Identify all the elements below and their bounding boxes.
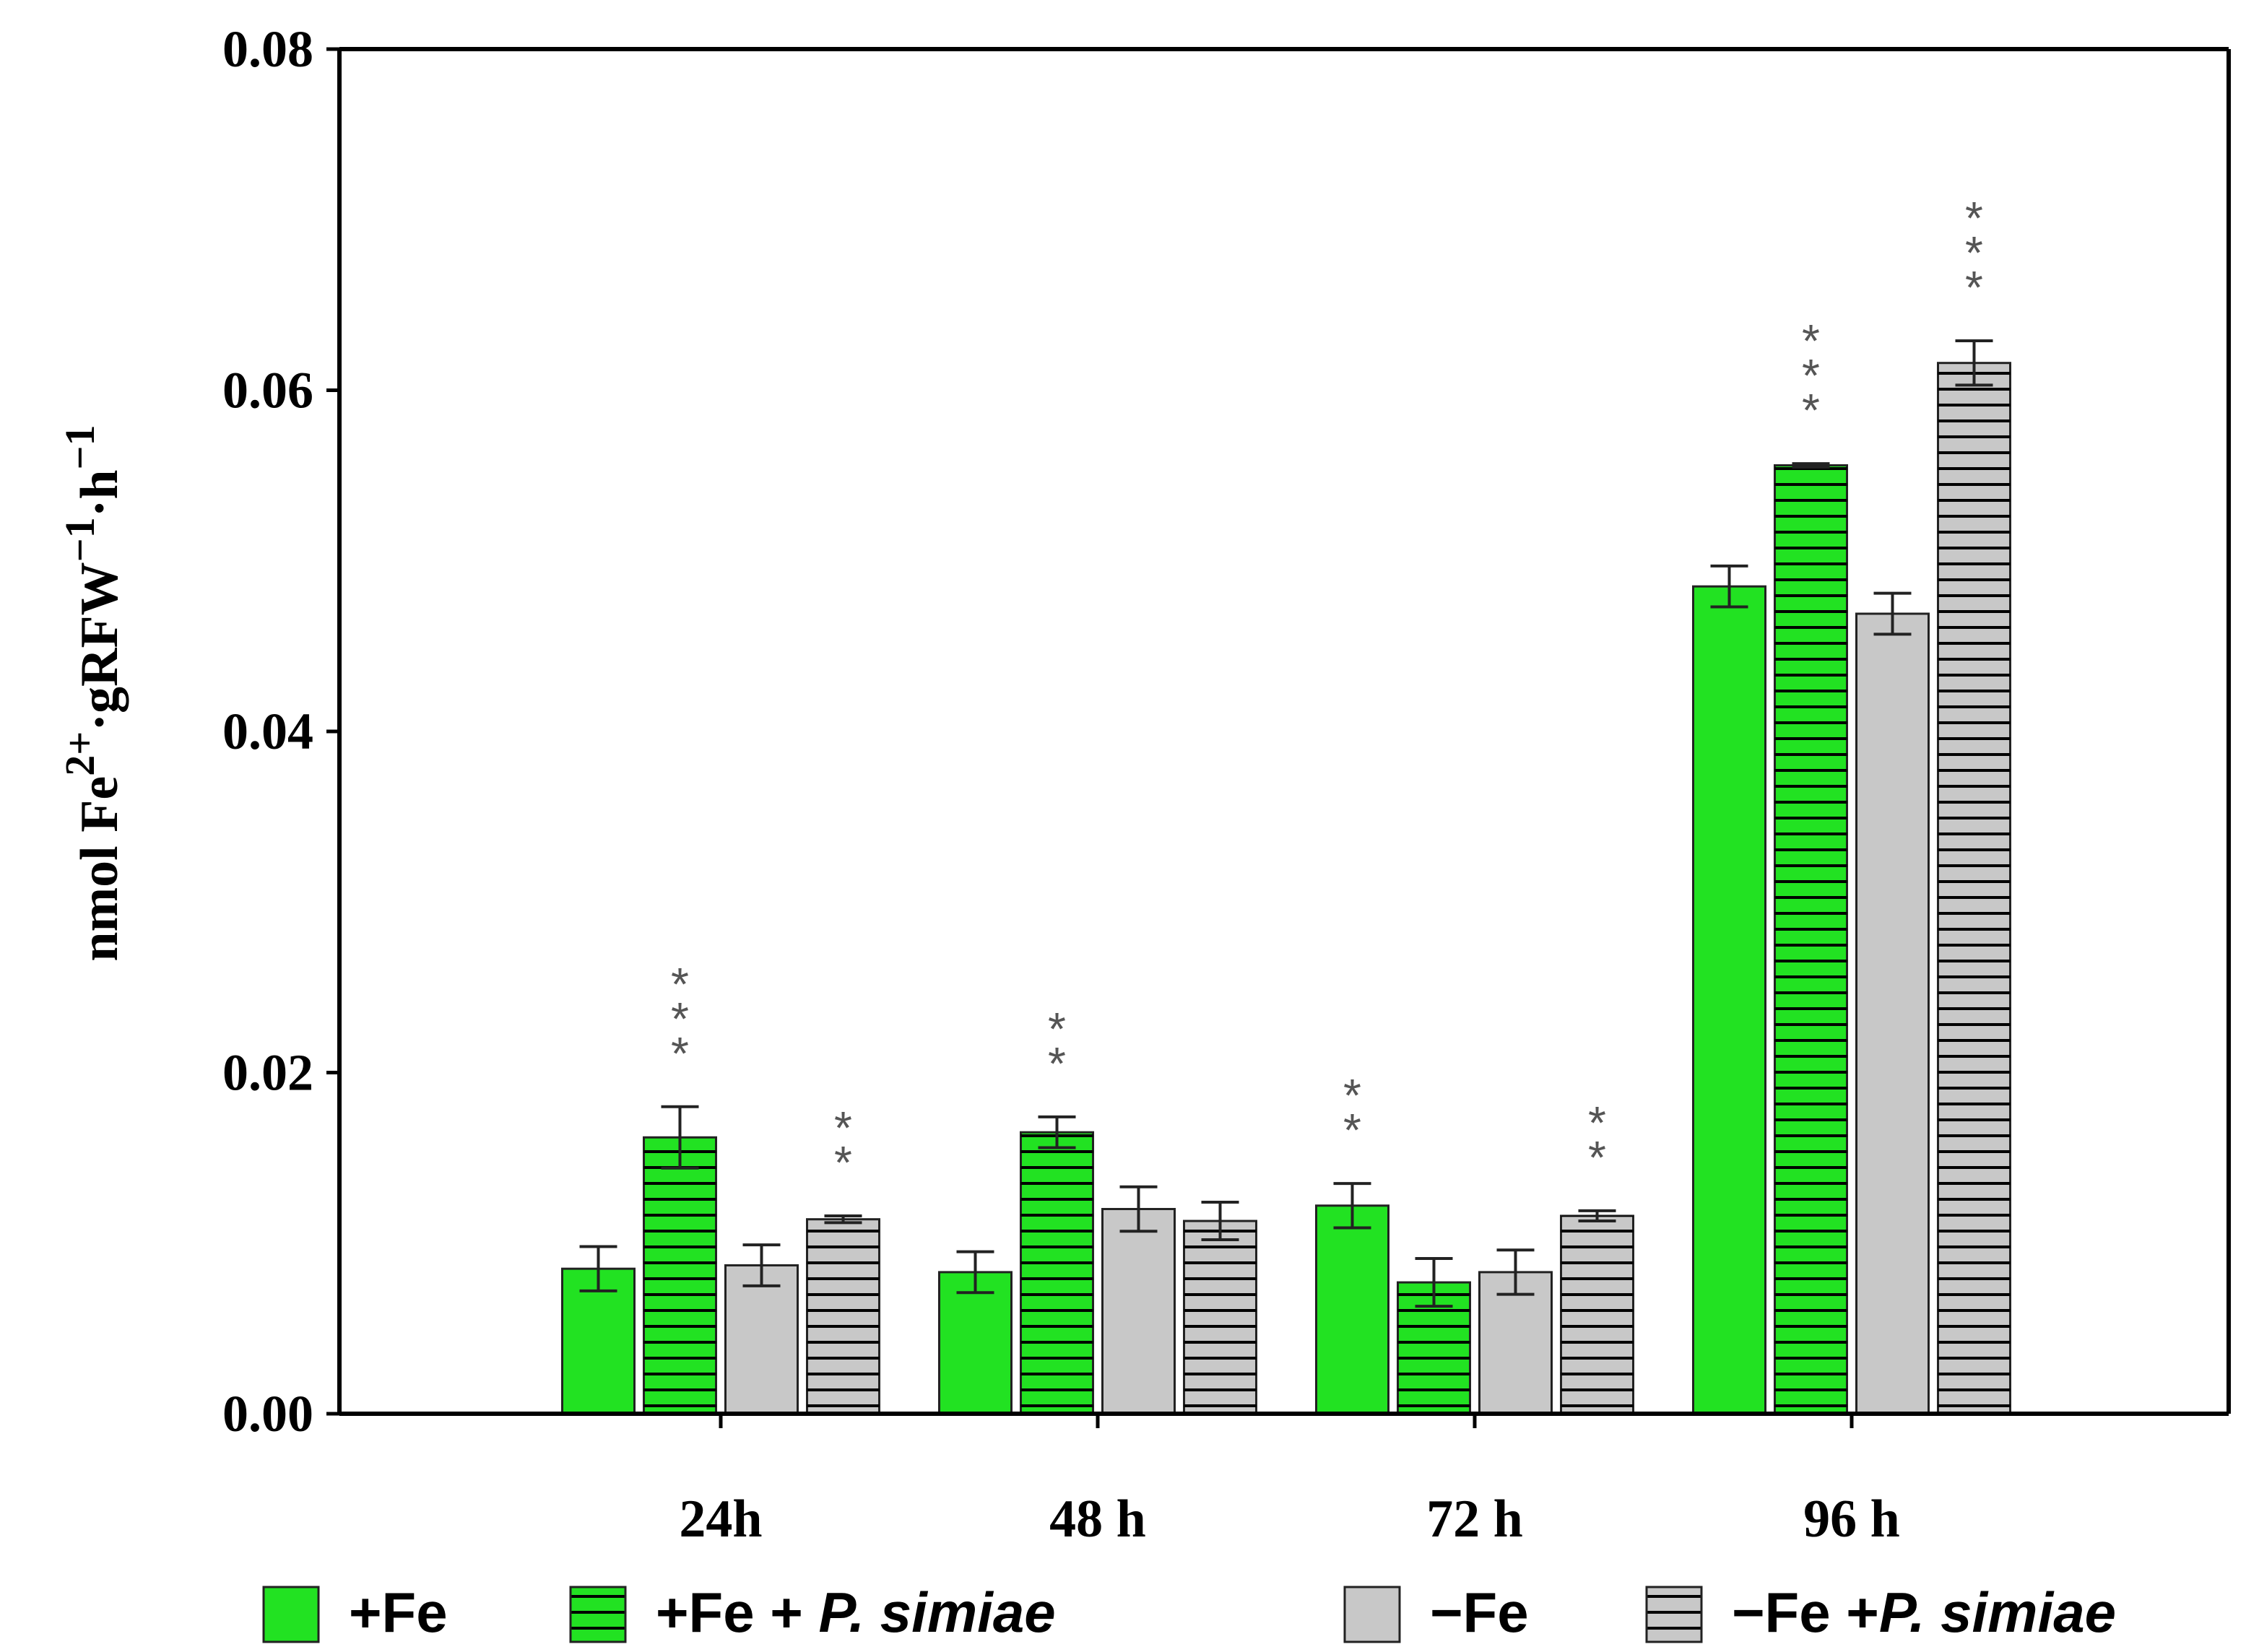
axes-layer: 0.00 0.02 0.04 0.06 0.08 24h 48 h 72 h 96 h <box>222 20 2231 1549</box>
x-tick-label: 48 h <box>1049 1490 1146 1549</box>
legend: +Fe +Fe + P. simiae −Fe −Fe +P. simiae <box>262 1581 2116 1644</box>
significance-star: * <box>1588 1097 1606 1149</box>
legend-label: +Fe + P. simiae <box>656 1581 1056 1644</box>
significance-star: * <box>1048 1003 1066 1055</box>
bar <box>1692 585 1766 1415</box>
significance-star: * <box>1048 1038 1066 1090</box>
significance-star: * <box>1588 1131 1606 1183</box>
significance-star: * <box>1343 1069 1361 1121</box>
y-tick-label: 0.02 <box>222 1044 313 1102</box>
y-tick-label: 0.06 <box>222 362 313 419</box>
bar <box>724 1264 799 1415</box>
y-axis-title: nmol Fe2+·gRFW−1·h−1 <box>56 425 130 961</box>
y-tick-label: 0.00 <box>222 1385 313 1443</box>
legend-label: −Fe +P. simiae <box>1732 1581 2116 1644</box>
legend-label: −Fe <box>1430 1581 1529 1644</box>
bar-hatch <box>1938 362 2011 1414</box>
significance-star: * <box>834 1102 852 1154</box>
y-tick-label: 0.08 <box>222 20 313 78</box>
bar-hatch <box>807 1219 880 1414</box>
significance-star: * <box>1802 349 1820 401</box>
y-tick-label: 0.04 <box>222 703 313 760</box>
significance-star: * <box>1343 1104 1361 1156</box>
y-axis-label: nmol Fe2+·gRFW−1·h−1 <box>56 425 130 961</box>
x-tick-label: 96 h <box>1803 1490 1900 1549</box>
legend-label: +Fe <box>349 1581 448 1644</box>
significance-star: * <box>671 993 689 1045</box>
legend-swatch <box>262 1586 320 1643</box>
bar-hatch <box>643 1137 716 1414</box>
significance-star: * <box>834 1136 852 1188</box>
bar <box>1101 1208 1176 1415</box>
significance-star: * <box>671 958 689 1010</box>
bar-hatch <box>1184 1221 1257 1414</box>
significance-star: * <box>1802 315 1820 367</box>
significance-star: * <box>1965 227 1983 279</box>
bar <box>1855 612 1930 1415</box>
x-tick-label: 24h <box>679 1490 762 1549</box>
bars-layer: ***************** <box>561 192 2011 1415</box>
bar <box>561 1267 636 1415</box>
significance-star: * <box>1965 192 1983 244</box>
significance-star: * <box>671 1027 689 1079</box>
bar-hatch <box>1561 1215 1634 1414</box>
legend-swatch-hatch <box>1645 1586 1703 1643</box>
x-tick-label: 72 h <box>1426 1490 1523 1549</box>
significance-star: * <box>1965 261 1983 313</box>
bar <box>1315 1204 1389 1415</box>
legend-swatch-hatch <box>569 1586 627 1643</box>
significance-star: * <box>1802 384 1820 436</box>
legend-swatch <box>1343 1586 1401 1643</box>
bar-hatch <box>1774 465 1847 1414</box>
bar-hatch <box>1020 1132 1093 1414</box>
